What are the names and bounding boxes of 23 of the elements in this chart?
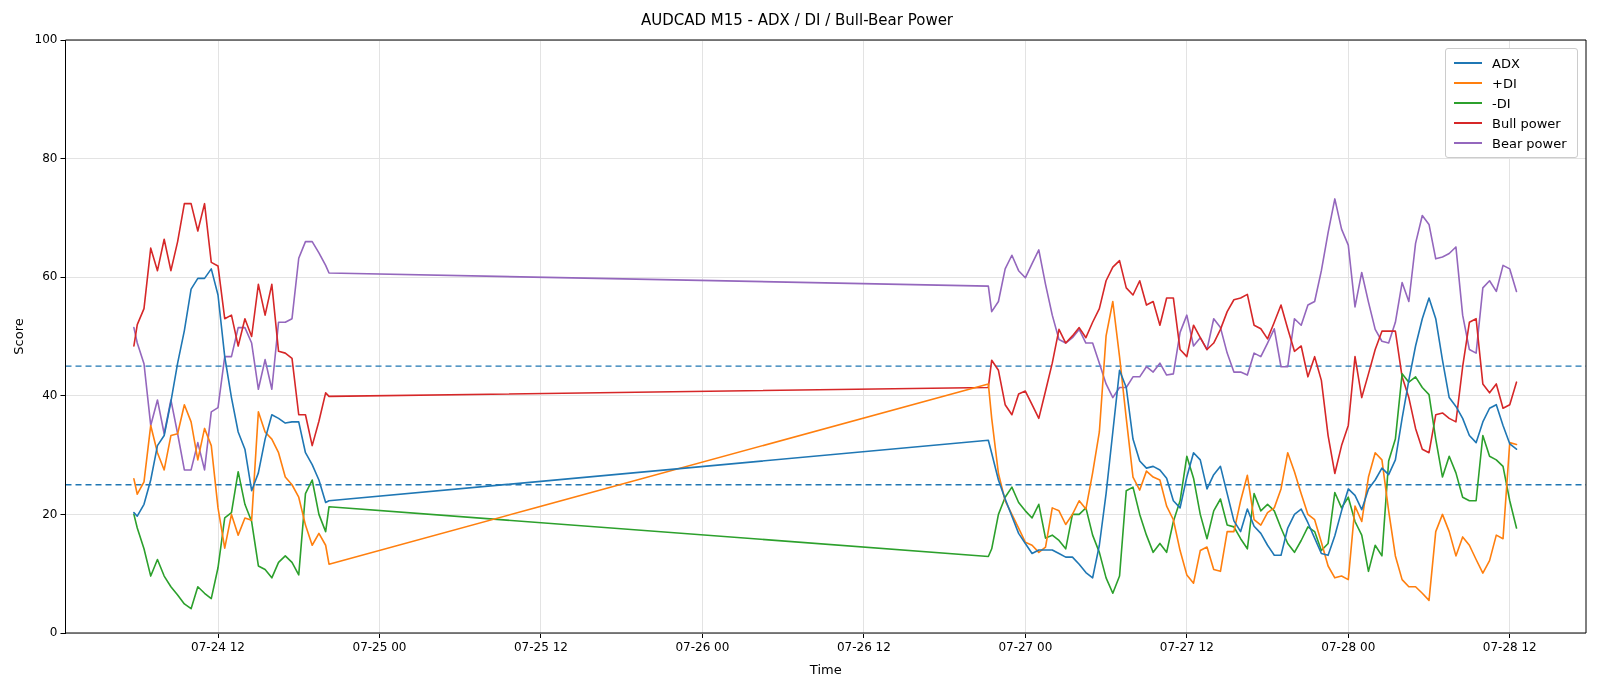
y-axis-title: Score bbox=[11, 318, 27, 355]
x-tick-label: 07-24 12 bbox=[191, 640, 245, 655]
x-tick-label: 07-26 12 bbox=[836, 640, 891, 655]
y-tick-label: 60 bbox=[42, 269, 58, 284]
x-tick-label: 07-27 00 bbox=[998, 640, 1053, 655]
x-tick-label: 07-28 12 bbox=[1482, 640, 1537, 655]
legend-label: -DI bbox=[1492, 95, 1511, 111]
x-tick-label: 07-28 00 bbox=[1321, 640, 1376, 655]
legend-label: +DI bbox=[1492, 75, 1517, 91]
y-tick-label: 80 bbox=[42, 150, 58, 165]
y-tick-label: 100 bbox=[34, 32, 58, 47]
legend-label: Bull power bbox=[1492, 115, 1561, 131]
y-tick-label: 20 bbox=[42, 506, 58, 521]
legend-label: Bear power bbox=[1492, 135, 1567, 151]
chart-title: AUDCAD M15 - ADX / DI / Bull-Bear Power bbox=[640, 10, 954, 29]
y-tick-label: 0 bbox=[49, 625, 58, 640]
x-tick-label: 07-27 12 bbox=[1159, 640, 1214, 655]
legend-label: ADX bbox=[1492, 55, 1520, 71]
x-axis-title: Time bbox=[808, 661, 842, 677]
x-tick-label: 07-26 00 bbox=[675, 640, 730, 655]
x-tick-label: 07-25 00 bbox=[352, 640, 407, 655]
x-tick-label: 07-25 12 bbox=[513, 640, 568, 655]
y-tick-label: 40 bbox=[42, 387, 58, 402]
